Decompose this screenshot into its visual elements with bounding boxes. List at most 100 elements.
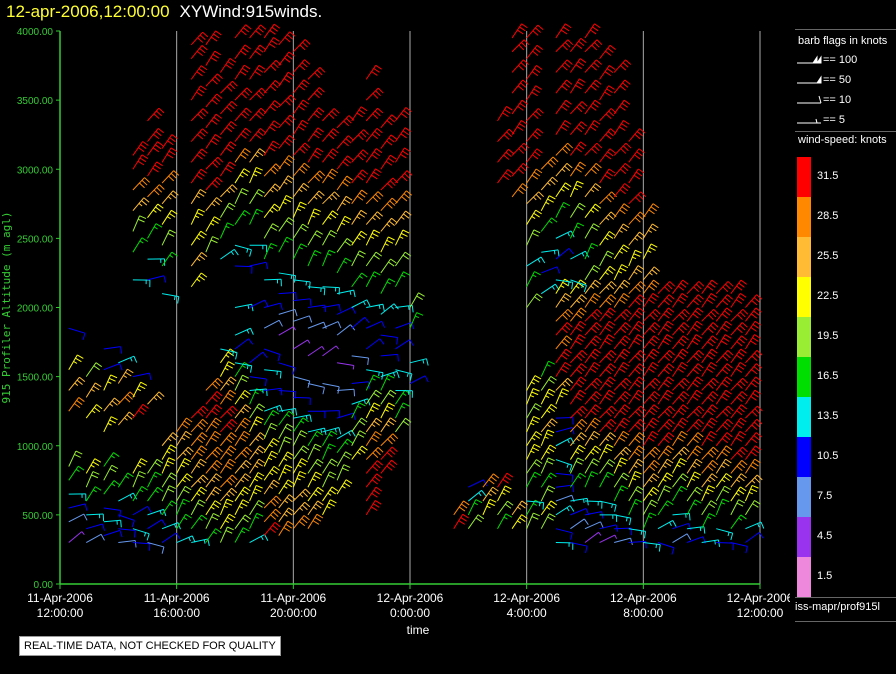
wind-barb <box>147 486 164 502</box>
wind-barb <box>293 315 313 323</box>
wind-barb <box>278 217 295 232</box>
wind-barb <box>642 279 660 294</box>
barb-legend-row: == 50 <box>795 73 895 89</box>
wind-barb <box>570 363 588 377</box>
wind-barb <box>642 361 659 377</box>
wind-barb <box>555 437 575 447</box>
wind-barb <box>278 423 294 440</box>
wind-barb <box>570 101 588 115</box>
wind-barb <box>715 405 734 419</box>
wind-barb <box>117 472 134 488</box>
wind-barb <box>234 374 249 391</box>
wind-barb <box>482 473 500 488</box>
wind-barb <box>467 499 483 516</box>
wind-barb <box>599 294 617 308</box>
wind-barb <box>117 391 136 405</box>
wind-barb <box>118 355 138 364</box>
wind-barb <box>657 542 675 555</box>
wind-barb <box>613 377 632 391</box>
wind-barb <box>540 472 557 488</box>
wind-barb <box>599 432 617 447</box>
wind-barb <box>599 230 616 246</box>
wind-barb <box>628 148 645 163</box>
wind-barb <box>263 163 282 177</box>
wind-barb <box>599 44 616 59</box>
wind-barb <box>292 99 310 115</box>
wind-barb <box>365 460 384 474</box>
wind-barb <box>526 256 546 267</box>
wind-barb <box>701 322 719 336</box>
wind-barb <box>540 156 559 170</box>
wind-barb <box>176 473 193 488</box>
wind-barb <box>219 458 236 474</box>
wind-barb <box>672 473 689 488</box>
wind-barb <box>642 391 661 405</box>
wind-barb <box>511 514 528 529</box>
speed-swatch <box>797 357 811 397</box>
speed-swatch <box>797 317 811 357</box>
wind-barb <box>132 215 147 232</box>
wind-barb <box>234 404 252 419</box>
wind-barb <box>205 486 222 502</box>
wind-barb <box>191 538 210 546</box>
y-tick-label: 1500.00 <box>17 373 54 384</box>
wind-barb <box>715 294 734 308</box>
wind-barb <box>540 195 556 211</box>
wind-barb <box>701 512 716 529</box>
wind-barb <box>249 107 267 122</box>
wind-barb <box>205 446 223 460</box>
wind-barb <box>132 154 149 170</box>
wind-barb <box>686 281 705 295</box>
wind-barb <box>219 498 234 516</box>
wind-barb <box>540 429 555 446</box>
wind-barb <box>147 519 167 530</box>
wind-barb <box>220 100 238 115</box>
wind-barb <box>526 500 545 510</box>
wind-barb <box>599 65 616 80</box>
wind-barb <box>278 114 296 129</box>
wind-barb <box>613 308 632 322</box>
wind-barb <box>132 197 150 212</box>
x-tick-label-time: 12:00:00 <box>37 606 84 620</box>
wind-barb <box>292 223 309 239</box>
speed-swatch <box>797 557 811 597</box>
wind-barb <box>642 473 660 488</box>
wind-barb <box>584 361 601 377</box>
wind-barb <box>380 236 395 253</box>
wind-barb <box>176 446 194 460</box>
speed-swatch <box>797 517 811 557</box>
wind-barb <box>672 279 689 294</box>
wind-barb <box>657 418 675 433</box>
wind-barb <box>570 405 588 419</box>
wind-barb <box>526 85 542 101</box>
wind-barb <box>395 389 413 398</box>
wind-barb <box>307 410 326 419</box>
wind-barb <box>292 488 311 502</box>
barb-legend-symbol <box>797 95 822 104</box>
wind-barb <box>584 99 601 115</box>
wind-barb <box>599 334 615 350</box>
wind-barb <box>569 457 585 474</box>
wind-barb <box>730 499 746 516</box>
wind-barb <box>628 363 646 377</box>
wind-barb <box>292 417 309 433</box>
wind-barb <box>526 24 544 39</box>
wind-barb <box>570 279 587 294</box>
wind-barb <box>190 474 209 488</box>
wind-barb <box>701 348 718 364</box>
wind-barb <box>599 514 618 522</box>
wind-barb <box>453 500 470 516</box>
wind-barb <box>147 391 165 405</box>
wind-barb <box>219 526 234 543</box>
wind-barb <box>715 418 734 433</box>
wind-barb <box>220 348 238 360</box>
wind-barb <box>322 499 337 516</box>
wind-barb <box>190 432 208 447</box>
wind-barb <box>715 350 734 364</box>
wind-barb <box>395 190 413 205</box>
wind-barb <box>482 498 497 516</box>
wind-barb <box>234 486 251 502</box>
wind-barb <box>190 499 206 516</box>
wind-barb <box>555 79 573 94</box>
wind-barb <box>657 405 676 419</box>
